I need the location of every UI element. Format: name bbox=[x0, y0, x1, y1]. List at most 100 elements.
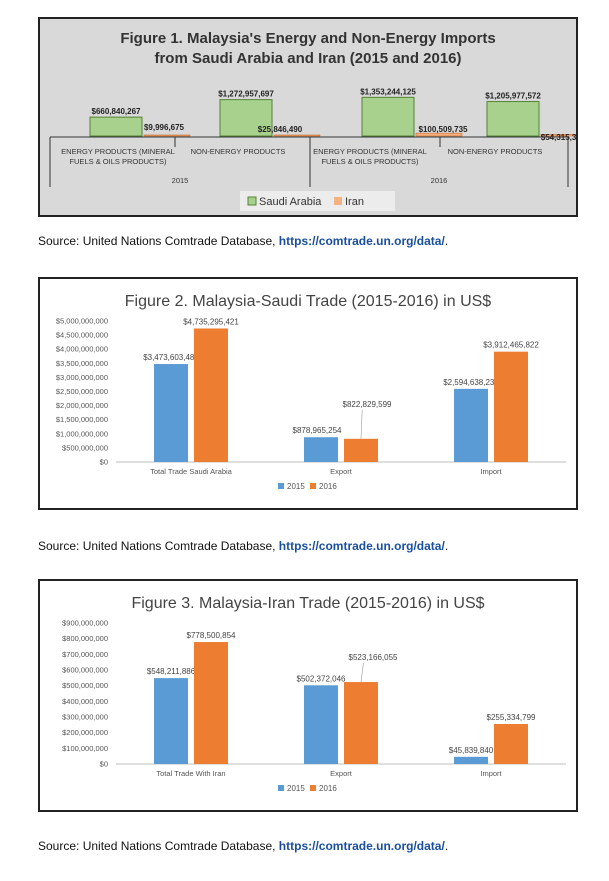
bar-saudi-arabia bbox=[486, 101, 540, 137]
y-tick-label: $4,500,000,000 bbox=[56, 331, 108, 340]
category-tick-label: Import bbox=[480, 769, 502, 778]
y-tick-label: $200,000,000 bbox=[62, 728, 108, 737]
bar-2016 bbox=[194, 642, 228, 764]
bar-2016 bbox=[344, 682, 378, 764]
legend-label-saudi-arabia: Saudi Arabia bbox=[259, 196, 322, 208]
source-text: Source: United Nations Comtrade Database… bbox=[38, 839, 279, 853]
figure-2-source: Source: United Nations Comtrade Database… bbox=[38, 539, 448, 553]
bar-2016 bbox=[344, 438, 378, 462]
data-label-2015: $878,965,254 bbox=[293, 426, 342, 435]
data-label-2016: $778,500,854 bbox=[187, 631, 236, 640]
y-tick-label: $500,000,000 bbox=[62, 681, 108, 690]
data-label-saudi-arabia: $1,353,244,125 bbox=[360, 87, 416, 96]
bar-2016 bbox=[494, 351, 528, 462]
bar-2016 bbox=[194, 328, 228, 462]
y-tick-label: $2,000,000,000 bbox=[56, 401, 108, 410]
bar-saudi-arabia bbox=[219, 99, 273, 137]
bar-iran bbox=[540, 134, 576, 137]
category-tick-label: Import bbox=[480, 467, 502, 476]
data-label-leader bbox=[360, 409, 363, 439]
bar-2015 bbox=[454, 388, 488, 462]
y-tick-label: $0 bbox=[100, 760, 108, 769]
chart-subtitle: from Saudi Arabia and Iran (2015 and 201… bbox=[154, 50, 461, 67]
y-tick-label: $1,500,000,000 bbox=[56, 415, 108, 424]
y-tick-label: $500,000,000 bbox=[62, 443, 108, 452]
chart-title: Figure 2. Malaysia-Saudi Trade (2015-201… bbox=[125, 293, 492, 310]
legend-swatch-2016 bbox=[310, 785, 316, 791]
data-label-2015: $3,473,603,485 bbox=[143, 353, 199, 362]
legend-label-2016: 2016 bbox=[319, 482, 337, 491]
data-label-2015: $548,211,886 bbox=[147, 667, 196, 676]
data-label-iran: $25,846,490 bbox=[258, 125, 303, 134]
chart-title: Figure 1. Malaysia's Energy and Non-Ener… bbox=[120, 30, 495, 47]
y-tick-label: $900,000,000 bbox=[62, 619, 108, 628]
legend-label-2015: 2015 bbox=[287, 482, 305, 491]
legend-swatch-2015 bbox=[278, 483, 284, 489]
bar-iran bbox=[415, 132, 463, 137]
source-link[interactable]: https://comtrade.un.org/data/ bbox=[278, 839, 445, 853]
legend-box bbox=[240, 191, 395, 211]
bar-iran bbox=[273, 134, 321, 137]
figure-3-chart: Figure 3. Malaysia-Iran Trade (2015-2016… bbox=[38, 579, 578, 812]
y-tick-label: $300,000,000 bbox=[62, 713, 108, 722]
figure-1-chart: Figure 1. Malaysia's Energy and Non-Ener… bbox=[38, 17, 578, 217]
y-tick-label: $800,000,000 bbox=[62, 634, 108, 643]
bar-2015 bbox=[454, 756, 488, 764]
figure-2-chart: Figure 2. Malaysia-Saudi Trade (2015-201… bbox=[38, 277, 578, 510]
source-end: . bbox=[444, 234, 449, 248]
y-tick-label: $400,000,000 bbox=[62, 697, 108, 706]
data-label-leader bbox=[360, 662, 364, 683]
category-tick-label: Export bbox=[330, 769, 353, 778]
category-tick-label: FUELS & OILS PRODUCTS) bbox=[321, 157, 419, 166]
category-tick-label: NON-ENERGY PRODUCTS bbox=[448, 147, 543, 156]
group-year-label: 2015 bbox=[172, 176, 189, 185]
bar-2016 bbox=[494, 723, 528, 764]
group-year-label: 2016 bbox=[431, 176, 448, 185]
figure-1-svg: Figure 1. Malaysia's Energy and Non-Ener… bbox=[40, 19, 576, 215]
y-tick-label: $3,000,000,000 bbox=[56, 373, 108, 382]
category-tick-label: ENERGY PRODUCTS (MINERAL bbox=[61, 147, 175, 156]
data-label-2016: $3,912,465,822 bbox=[483, 341, 539, 350]
data-label-2016: $4,735,295,421 bbox=[183, 317, 239, 326]
category-tick-label: FUELS & OILS PRODUCTS) bbox=[69, 157, 167, 166]
y-tick-label: $100,000,000 bbox=[62, 744, 108, 753]
bar-saudi-arabia bbox=[89, 116, 143, 137]
bar-2015 bbox=[154, 364, 188, 462]
figure-3-svg: Figure 3. Malaysia-Iran Trade (2015-2016… bbox=[40, 581, 576, 810]
y-tick-label: $600,000,000 bbox=[62, 666, 108, 675]
y-tick-label: $700,000,000 bbox=[62, 650, 108, 659]
y-tick-label: $2,500,000,000 bbox=[56, 387, 108, 396]
y-tick-label: $3,500,000,000 bbox=[56, 359, 108, 368]
legend-label-2015: 2015 bbox=[287, 784, 305, 793]
source-end: . bbox=[444, 839, 449, 853]
source-text: Source: United Nations Comtrade Database… bbox=[38, 234, 279, 248]
bar-2015 bbox=[304, 437, 338, 462]
chart-title: Figure 3. Malaysia-Iran Trade (2015-2016… bbox=[131, 595, 484, 612]
source-text: Source: United Nations Comtrade Database… bbox=[38, 539, 279, 553]
category-tick-label: ENERGY PRODUCTS (MINERAL bbox=[313, 147, 427, 156]
y-tick-label: $5,000,000,000 bbox=[56, 317, 108, 326]
legend-swatch-saudi-arabia bbox=[247, 196, 257, 206]
y-tick-label: $1,000,000,000 bbox=[56, 429, 108, 438]
data-label-2016: $822,829,599 bbox=[343, 400, 392, 409]
legend-label-iran: Iran bbox=[345, 196, 364, 208]
source-link[interactable]: https://comtrade.un.org/data/ bbox=[278, 234, 445, 248]
source-link[interactable]: https://comtrade.un.org/data/ bbox=[278, 539, 445, 553]
figure-3-source: Source: United Nations Comtrade Database… bbox=[38, 839, 448, 853]
legend-swatch-iran bbox=[334, 197, 342, 205]
data-label-2015: $502,372,046 bbox=[297, 674, 346, 683]
category-tick-label: NON-ENERGY PRODUCTS bbox=[191, 147, 286, 156]
category-tick-label: Export bbox=[330, 467, 353, 476]
legend-swatch-2015 bbox=[278, 785, 284, 791]
figure-2-svg: Figure 2. Malaysia-Saudi Trade (2015-201… bbox=[40, 279, 576, 508]
data-label-iran: $100,509,735 bbox=[419, 125, 468, 134]
data-label-saudi-arabia: $1,272,957,697 bbox=[218, 90, 274, 99]
data-label-saudi-arabia: $1,205,977,572 bbox=[485, 92, 541, 101]
legend-label-2016: 2016 bbox=[319, 784, 337, 793]
category-tick-label: Total Trade Saudi Arabia bbox=[150, 467, 233, 476]
legend-swatch-2016 bbox=[310, 483, 316, 489]
bar-2015 bbox=[154, 678, 188, 764]
data-label-2015: $2,594,638,231 bbox=[443, 378, 499, 387]
bar-2015 bbox=[304, 685, 338, 764]
y-tick-label: $4,000,000,000 bbox=[56, 345, 108, 354]
